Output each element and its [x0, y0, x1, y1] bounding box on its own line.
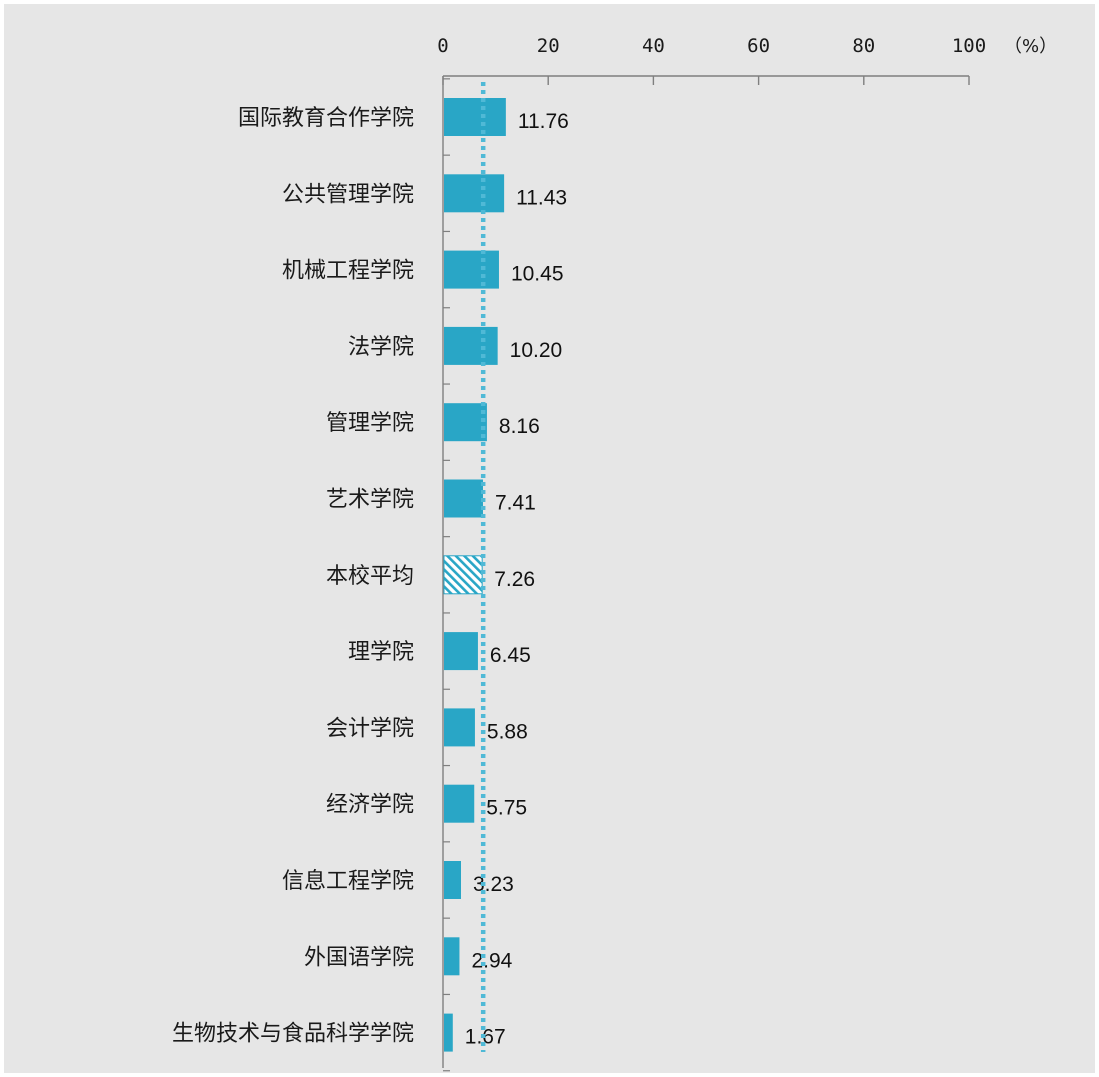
- category-label: 国际教育合作学院: [238, 106, 414, 131]
- category-label: 机械工程学院: [282, 259, 414, 284]
- bar: [444, 174, 505, 213]
- bar: [444, 632, 478, 671]
- category-label: 法学院: [348, 335, 414, 360]
- bar: [444, 403, 487, 442]
- category-label: 本校平均: [326, 564, 414, 589]
- category-label: 外国语学院: [304, 945, 414, 970]
- bar: [444, 1013, 453, 1052]
- category-label: 公共管理学院: [282, 182, 414, 207]
- value-label: 5.88: [487, 720, 528, 743]
- value-label: 7.26: [494, 568, 535, 591]
- bar: [444, 98, 506, 136]
- value-label: 7.41: [495, 492, 536, 515]
- x-tick-label: 20: [537, 35, 560, 57]
- bar: [444, 250, 499, 289]
- category-label: 会计学院: [326, 716, 414, 741]
- value-label: 3.23: [473, 873, 514, 896]
- category-label: 理学院: [348, 640, 414, 665]
- x-tick-label: 0: [437, 35, 448, 57]
- category-label: 经济学院: [326, 793, 414, 818]
- value-label: 2.94: [471, 949, 512, 972]
- bar: [444, 937, 460, 976]
- category-label: 生物技术与食品科学学院: [172, 1022, 414, 1047]
- x-tick-label: 60: [747, 35, 770, 57]
- bar-average: [443, 555, 483, 595]
- bar: [444, 861, 461, 899]
- unit-label: （%）: [1004, 36, 1057, 57]
- bar: [444, 326, 498, 365]
- value-label: 10.45: [511, 263, 564, 286]
- chart-background: [4, 4, 1095, 1073]
- category-label: 管理学院: [326, 411, 414, 436]
- bar: [444, 708, 475, 747]
- value-label: 11.76: [518, 110, 569, 133]
- value-label: 11.43: [516, 186, 567, 209]
- value-label: 10.20: [510, 339, 563, 362]
- x-tick-label: 40: [642, 35, 665, 57]
- x-tick-label: 100: [952, 35, 986, 57]
- bar: [444, 784, 475, 823]
- category-label: 艺术学院: [326, 488, 414, 513]
- category-label: 信息工程学院: [282, 869, 414, 894]
- value-label: 6.45: [490, 644, 531, 667]
- bar: [444, 479, 483, 518]
- x-tick-label: 80: [852, 35, 875, 57]
- value-label: 8.16: [499, 415, 540, 438]
- value-label: 5.75: [486, 797, 527, 820]
